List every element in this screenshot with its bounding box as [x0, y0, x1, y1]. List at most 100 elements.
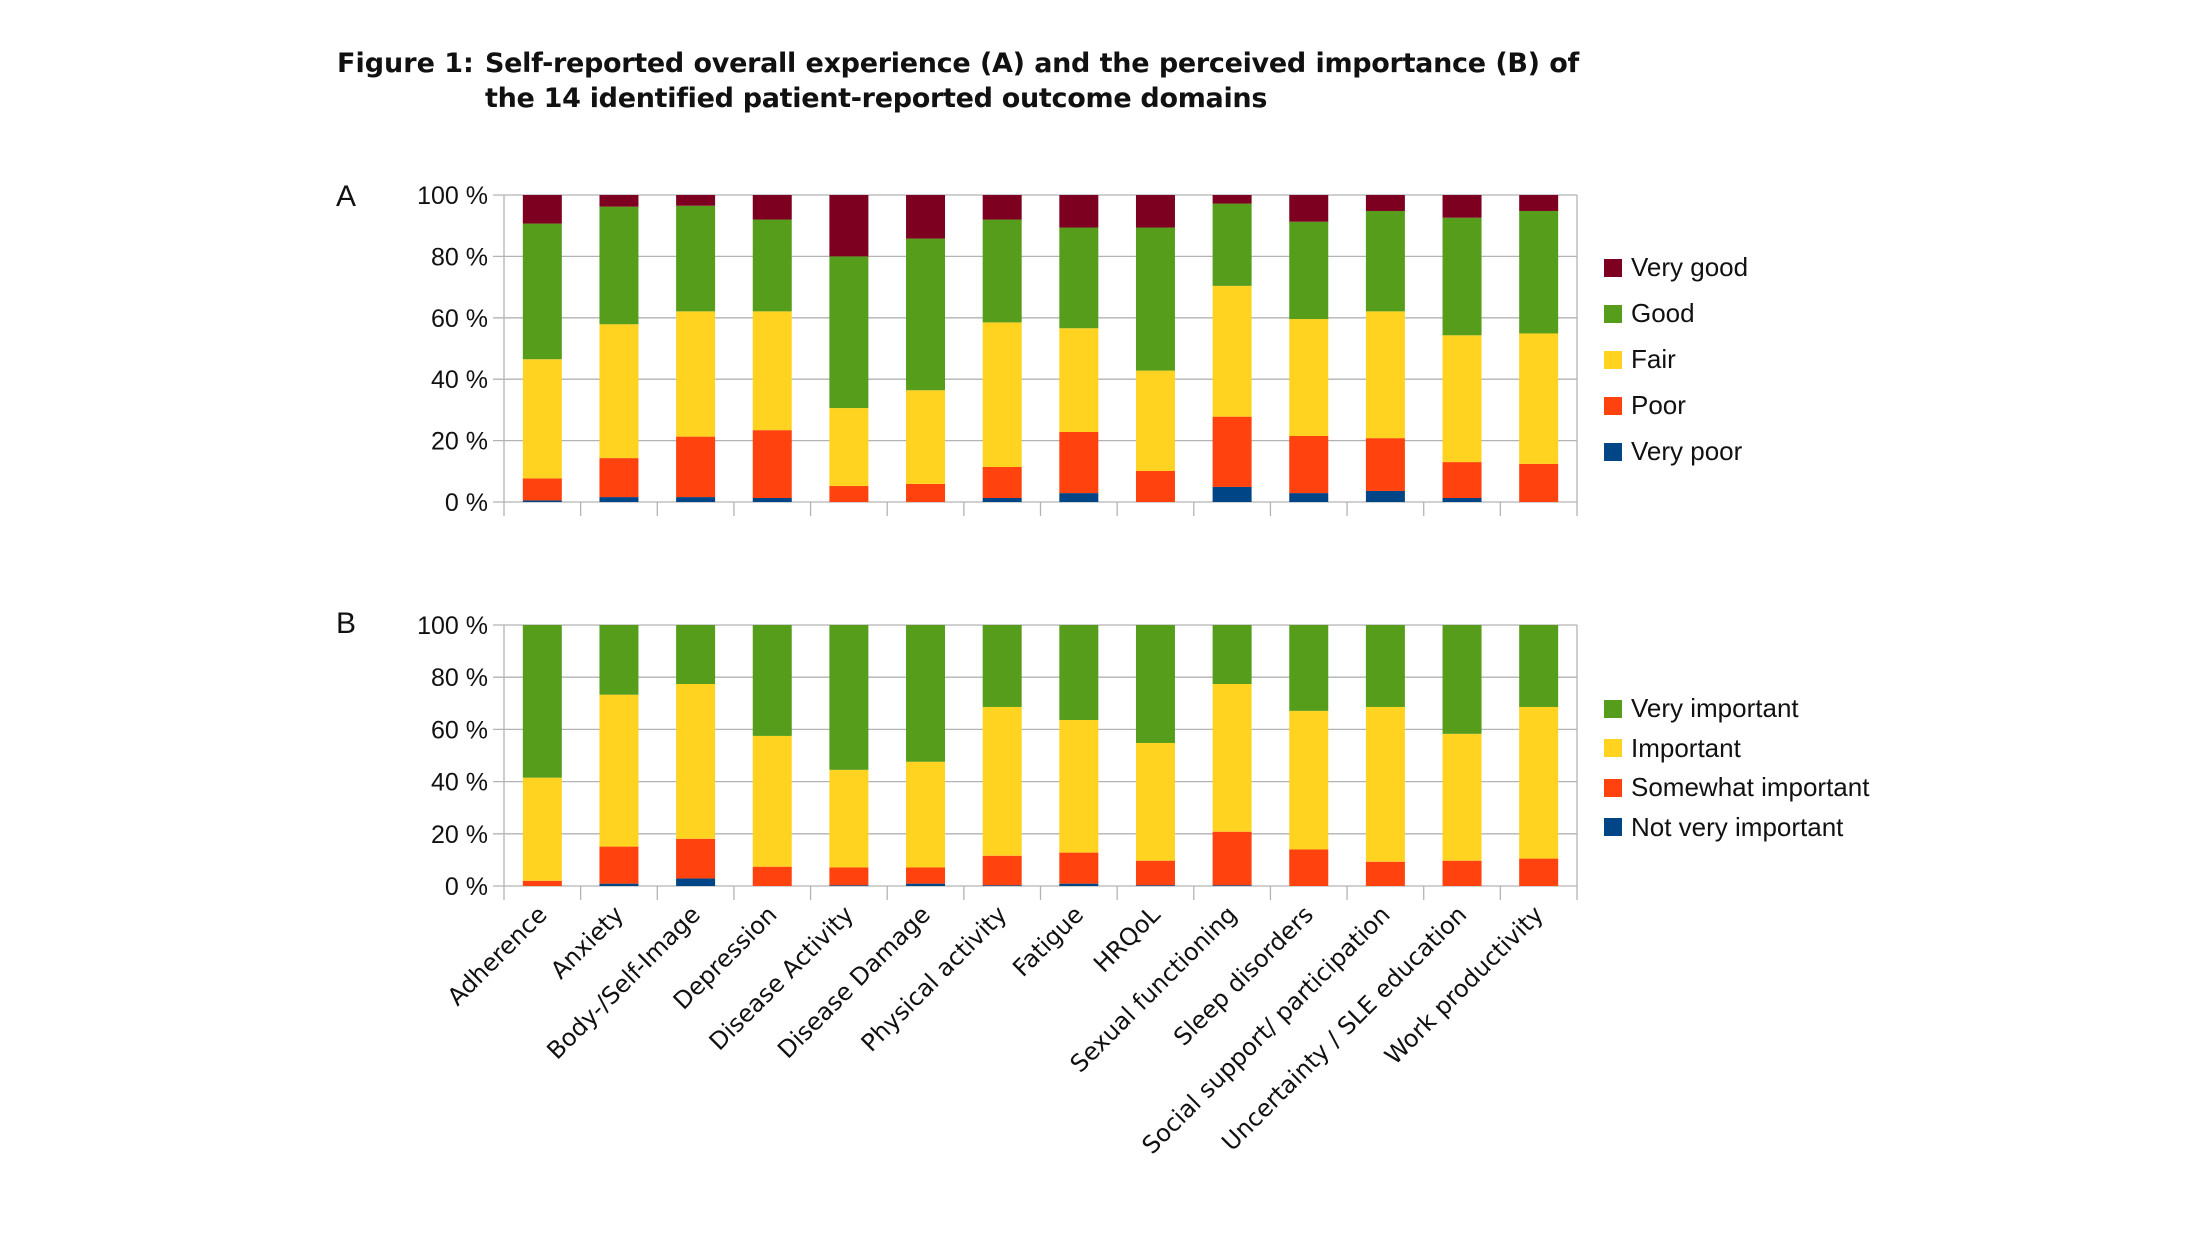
bar-segment-good — [1442, 217, 1482, 336]
bar-segment-important — [829, 769, 869, 868]
bar-segment-fair — [1212, 285, 1252, 417]
y-tick-label: 100 % — [417, 612, 488, 640]
bar-segment-important — [1442, 733, 1482, 861]
bar-segment-good — [1059, 227, 1099, 329]
bar-segment-important — [982, 706, 1022, 856]
bar-segment-not-very-important — [1212, 885, 1252, 887]
bar-segment-important — [1519, 706, 1559, 859]
bar-segment-not-very-important — [906, 883, 946, 886]
bar-segment-fair — [522, 359, 562, 479]
y-tick-label: 60 % — [431, 716, 488, 744]
bar-segment-important — [599, 694, 639, 847]
bar-segment-somewhat-important — [906, 867, 946, 884]
legend-swatch — [1604, 699, 1622, 718]
bar-segment-very-good — [1059, 195, 1099, 228]
bar-segment-very-important — [676, 625, 716, 684]
bar-segment-important — [1365, 706, 1405, 862]
bar-segment-fair — [599, 324, 639, 459]
bar-segment-good — [1519, 210, 1559, 334]
bar-segment-good — [982, 219, 1022, 323]
x-category-label: HRQoL — [1088, 900, 1166, 978]
bar-segment-important — [676, 683, 716, 839]
bar-segment-very-important — [982, 625, 1022, 707]
bar-segment-not-very-important — [1059, 883, 1099, 886]
bar-segment-fair — [829, 408, 869, 487]
bar-segment-very-good — [1365, 195, 1405, 211]
x-category-label: Fatigue — [1007, 900, 1089, 982]
bar-segment-very-important — [1135, 625, 1175, 743]
bar-segment-fair — [1135, 370, 1175, 471]
legend-swatch — [1604, 258, 1622, 277]
bar-segment-very-poor — [599, 497, 639, 502]
legend-label: Not very important — [1631, 811, 1844, 842]
bar-segment-somewhat-important — [982, 855, 1022, 886]
bar-segment-important — [1212, 683, 1252, 832]
legend-item: Good — [1604, 298, 1695, 329]
bar-segment-good — [906, 238, 946, 391]
bar-segment-important — [1289, 710, 1329, 850]
bar-segment-poor — [599, 458, 639, 498]
bar-segment-fair — [1289, 319, 1329, 436]
figure-label: Figure 1: — [337, 48, 474, 79]
legend-label: Poor — [1631, 390, 1686, 420]
legend-swatch — [1604, 818, 1622, 836]
legend-item: Important — [1604, 733, 1741, 764]
bar-segment-very-good — [906, 195, 946, 239]
bar-segment-good — [1135, 227, 1175, 371]
bar-segment-very-important — [906, 625, 946, 762]
bar-segment-fair — [982, 322, 1022, 468]
bar-segment-very-poor — [1212, 486, 1252, 502]
bar-segment-fair — [676, 311, 716, 437]
legend-swatch — [1604, 350, 1622, 369]
bar-segment-somewhat-important — [599, 846, 639, 884]
bar-segment-very-poor — [982, 498, 1022, 502]
bar-segment-very-poor — [676, 497, 716, 502]
bar-segment-important — [906, 761, 946, 868]
bar-segment-somewhat-important — [1289, 849, 1329, 886]
bar-segment-somewhat-important — [1519, 858, 1559, 886]
bar-segment-poor — [676, 436, 716, 498]
bar-segment-very-important — [1519, 625, 1559, 707]
legend-label: Somewhat important — [1631, 772, 1870, 802]
legend-label: Very important — [1631, 693, 1799, 723]
y-tick-label: 100 % — [417, 182, 488, 210]
legend-swatch — [1604, 739, 1622, 757]
bar-segment-good — [676, 205, 716, 312]
bar-segment-good — [599, 206, 639, 325]
x-category-label: Sleep disorders — [1168, 900, 1319, 1051]
x-category-label: Physical activity — [856, 900, 1013, 1057]
bar-segment-poor — [1289, 435, 1329, 494]
x-category-label: Adherence — [442, 900, 553, 1011]
bar-segment-very-important — [522, 625, 562, 778]
legend-label: Important — [1631, 732, 1741, 763]
legend-item: Very important — [1604, 693, 1799, 724]
bar-segment-good — [1365, 210, 1405, 312]
bar-segment-somewhat-important — [752, 866, 792, 886]
bar-segment-very-important — [1059, 625, 1099, 721]
bar-segment-very-good — [1135, 195, 1175, 228]
bar-segment-somewhat-important — [522, 880, 562, 886]
bar-segment-very-important — [829, 625, 869, 770]
bar-segment-very-good — [676, 195, 716, 206]
bar-segment-very-poor — [1059, 493, 1099, 502]
bar-segment-fair — [1059, 328, 1099, 433]
bar-segment-poor — [752, 430, 792, 499]
legend-swatch — [1604, 304, 1622, 323]
legend-item: Poor — [1604, 390, 1686, 421]
bar-segment-poor — [982, 467, 1022, 499]
y-tick-label: 80 % — [431, 243, 488, 271]
bar-segment-important — [522, 777, 562, 881]
bar-segment-fair — [1365, 311, 1405, 439]
bar-segment-very-important — [1212, 625, 1252, 684]
figure-title: Self-reported overall experience (A) and… — [485, 48, 1579, 114]
bar-segment-poor — [906, 483, 946, 502]
bar-segment-not-very-important — [829, 885, 869, 887]
bar-segment-fair — [906, 390, 946, 484]
panel-label-a: A — [336, 180, 357, 213]
bar-segment-important — [1059, 720, 1099, 853]
legend-swatch — [1604, 778, 1622, 797]
bar-segment-very-good — [599, 195, 639, 207]
bar-segment-good — [752, 219, 792, 312]
bar-segment-very-poor — [1442, 498, 1482, 502]
